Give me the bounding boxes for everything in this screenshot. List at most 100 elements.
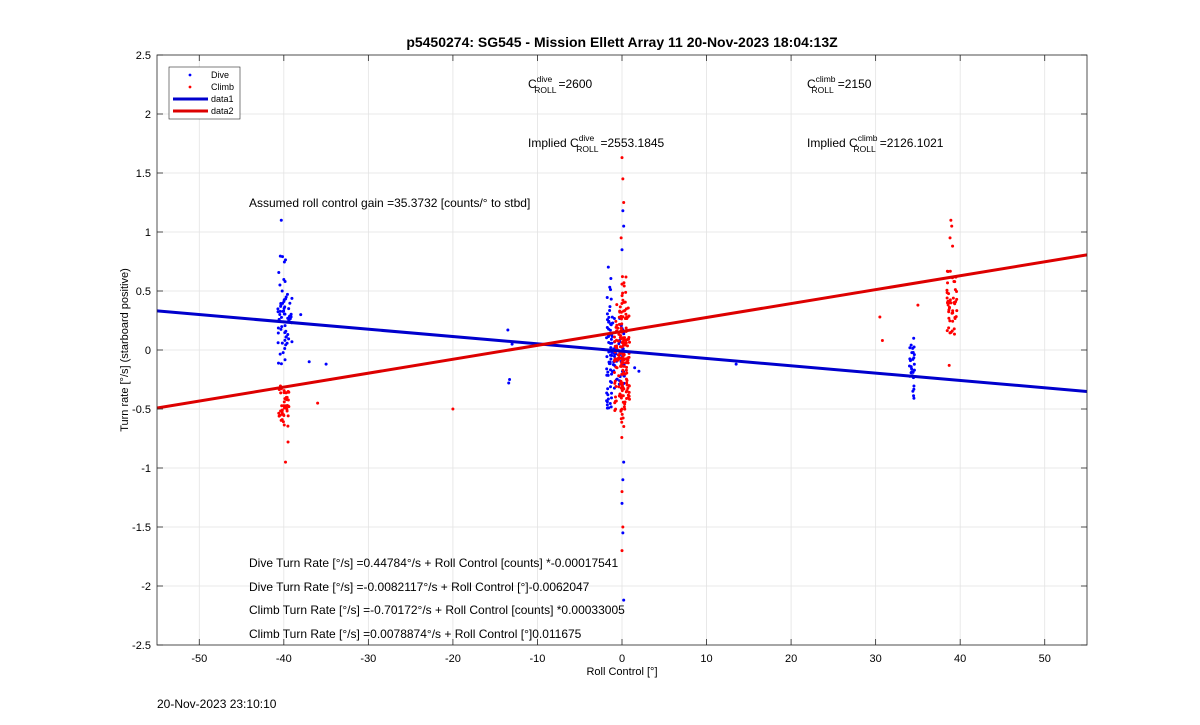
climb-point — [614, 365, 618, 369]
climb-point — [614, 385, 618, 389]
climb-point — [622, 364, 626, 368]
climb-point — [622, 309, 626, 313]
climb-point — [621, 177, 625, 181]
c-roll-climb-annotation: Cclimb ROLL =2150 — [807, 74, 872, 95]
fit-line-data2 — [157, 253, 1087, 410]
climb-point — [282, 406, 286, 410]
dive-point — [284, 329, 288, 333]
legend-item-data1: data1 — [211, 94, 234, 104]
dive-point — [282, 312, 286, 316]
dive-point — [283, 338, 287, 342]
climb-point — [620, 156, 624, 160]
dive-point — [283, 324, 287, 328]
climb-point — [617, 315, 621, 319]
climb-point — [953, 302, 957, 306]
climb-point — [620, 412, 624, 416]
climb-point — [622, 371, 626, 375]
y-tick-label: 1 — [145, 227, 151, 239]
x-tick-label: 40 — [954, 653, 966, 665]
dive-point — [605, 403, 609, 407]
climb-point — [950, 329, 954, 333]
dive-point — [288, 301, 292, 305]
climb-point — [451, 407, 455, 411]
climb-point — [625, 371, 629, 375]
dive-point — [608, 341, 612, 345]
dive-point — [280, 255, 284, 259]
climb-point — [620, 275, 624, 279]
y-tick-label: -2 — [141, 581, 151, 593]
climb-point — [945, 329, 949, 333]
dive-point — [612, 354, 616, 358]
dive-point — [283, 347, 287, 351]
dive-point — [622, 332, 626, 336]
climb-point — [620, 420, 624, 424]
dive-point — [637, 369, 641, 373]
climb-point — [277, 414, 281, 418]
climb-point — [612, 371, 616, 375]
dive-point — [621, 531, 625, 535]
dive-point — [610, 315, 614, 319]
dive-point — [506, 328, 510, 332]
dive-point — [607, 406, 611, 410]
dive-point — [277, 361, 281, 365]
climb-point — [620, 381, 624, 385]
climb-point — [951, 319, 955, 323]
y-tick-label: -2.5 — [132, 640, 151, 652]
dive-point — [606, 265, 610, 269]
climb-point — [624, 326, 628, 330]
climb-point — [622, 424, 626, 428]
dive-point — [908, 346, 912, 350]
climb-point — [285, 409, 289, 413]
climb-point — [622, 284, 626, 288]
climb-point — [620, 282, 624, 286]
climb-point — [627, 314, 631, 318]
climb-point — [627, 340, 631, 344]
dive-point — [620, 501, 624, 505]
climb-point — [624, 361, 628, 365]
climb-point — [946, 281, 950, 285]
climb-point — [613, 339, 617, 343]
dive-point — [912, 353, 916, 357]
c-roll-dive-annotation: Cdive ROLL =2600 — [528, 74, 593, 95]
dive-point — [621, 478, 625, 482]
implied-c-roll-dive-annotation: Implied Cdive ROLL =2553.1845 — [528, 133, 665, 154]
x-tick-label: -10 — [530, 653, 546, 665]
climb-point — [617, 332, 621, 336]
chart-title: p5450274: SG545 - Mission Ellett Array 1… — [406, 34, 838, 50]
climb-point — [284, 391, 288, 395]
dive-point — [608, 385, 612, 389]
x-tick-label: 30 — [870, 653, 882, 665]
climb-point — [618, 305, 622, 309]
climb-point — [955, 297, 959, 301]
climb-point — [624, 275, 628, 279]
x-tick-label: 20 — [785, 653, 797, 665]
dive-point — [282, 277, 286, 281]
dive-point — [734, 362, 738, 366]
climb-point — [951, 296, 955, 300]
climb-point — [622, 300, 626, 304]
dive-point — [307, 360, 311, 364]
dive-point — [284, 335, 288, 339]
fit-equation-dive-counts: Dive Turn Rate [°/s] =0.44784°/s + Roll … — [249, 556, 618, 570]
y-tick-label: -1.5 — [132, 522, 151, 534]
dive-point — [607, 360, 611, 364]
climb-point — [613, 344, 617, 348]
fit-line-data1 — [157, 309, 1087, 393]
climb-point — [951, 309, 955, 313]
climb-point — [916, 303, 920, 307]
climb-point — [880, 339, 884, 343]
dive-point — [606, 370, 610, 374]
dive-point — [608, 285, 612, 289]
dive-point — [605, 325, 609, 329]
x-tick-label: 0 — [619, 653, 625, 665]
climb-point — [621, 525, 625, 529]
climb-point — [619, 326, 623, 330]
dive-point — [324, 362, 328, 366]
x-tick-label: 10 — [700, 653, 712, 665]
climb-point — [613, 359, 617, 363]
climb-point — [621, 291, 625, 295]
dive-point — [287, 307, 291, 311]
dive-point — [280, 341, 284, 345]
dive-point — [276, 326, 280, 330]
climb-point — [948, 319, 952, 323]
